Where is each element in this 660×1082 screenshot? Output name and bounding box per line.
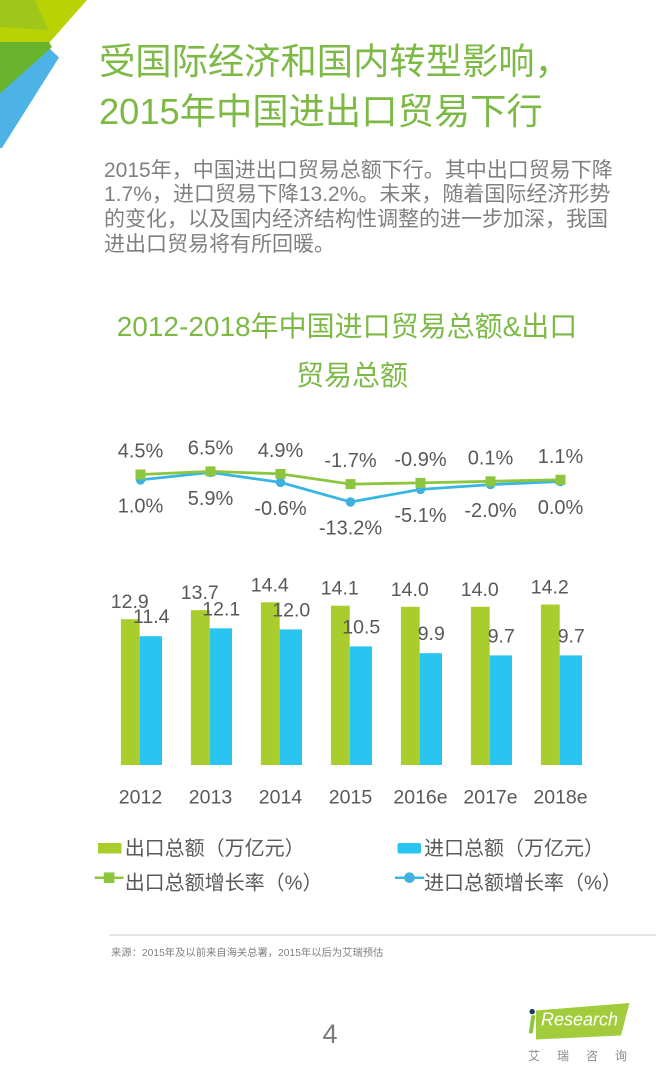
svg-text:5.9%: 5.9% [188,488,234,510]
svg-text:2017e: 2017e [463,787,517,809]
svg-text:12.1: 12.1 [202,598,240,620]
svg-text:0.1%: 0.1% [468,447,514,469]
svg-text:出口总额（万亿元）: 出口总额（万亿元） [125,837,305,860]
svg-text:1.0%: 1.0% [118,495,164,517]
svg-text:艾瑞咨询: 艾瑞咨询 [528,1048,644,1063]
svg-text:13.7: 13.7 [181,582,219,604]
svg-text:2018e: 2018e [533,787,587,809]
svg-text:10.5: 10.5 [342,616,380,638]
svg-text:4.9%: 4.9% [258,440,304,462]
svg-text:-5.1%: -5.1% [394,505,446,527]
svg-text:14.0: 14.0 [461,579,499,601]
svg-text:12.0: 12.0 [272,599,310,621]
svg-text:1.1%: 1.1% [538,446,584,468]
svg-text:0.0%: 0.0% [538,497,584,519]
svg-text:2016e: 2016e [393,787,447,809]
svg-text:14.4: 14.4 [251,574,289,596]
svg-text:出口总额增长率（%）: 出口总额增长率（%） [125,872,323,895]
svg-text:2012: 2012 [119,787,162,809]
svg-text:进口总额增长率（%）: 进口总额增长率（%） [424,872,622,895]
svg-text:6.5%: 6.5% [188,437,234,459]
svg-text:2013: 2013 [189,787,232,809]
svg-text:2015: 2015 [329,787,373,809]
svg-text:14.1: 14.1 [321,578,359,600]
svg-text:4.5%: 4.5% [118,441,164,463]
svg-text:-1.7%: -1.7% [324,450,376,472]
svg-text:9.9: 9.9 [418,623,445,645]
svg-text:进口总额（万亿元）: 进口总额（万亿元） [424,837,604,860]
svg-text:14.0: 14.0 [391,579,429,601]
svg-text:2014: 2014 [259,787,303,809]
svg-text:-2.0%: -2.0% [464,500,516,522]
svg-text:Research: Research [541,1009,618,1029]
svg-text:-0.6%: -0.6% [254,498,306,520]
svg-text:-13.2%: -13.2% [319,517,383,539]
svg-text:9.7: 9.7 [488,625,515,647]
svg-text:11.4: 11.4 [133,606,170,628]
svg-text:-0.9%: -0.9% [394,449,446,471]
svg-text:14.2: 14.2 [531,577,569,599]
svg-text:9.7: 9.7 [558,625,585,647]
svg-text:12.9: 12.9 [111,591,149,613]
